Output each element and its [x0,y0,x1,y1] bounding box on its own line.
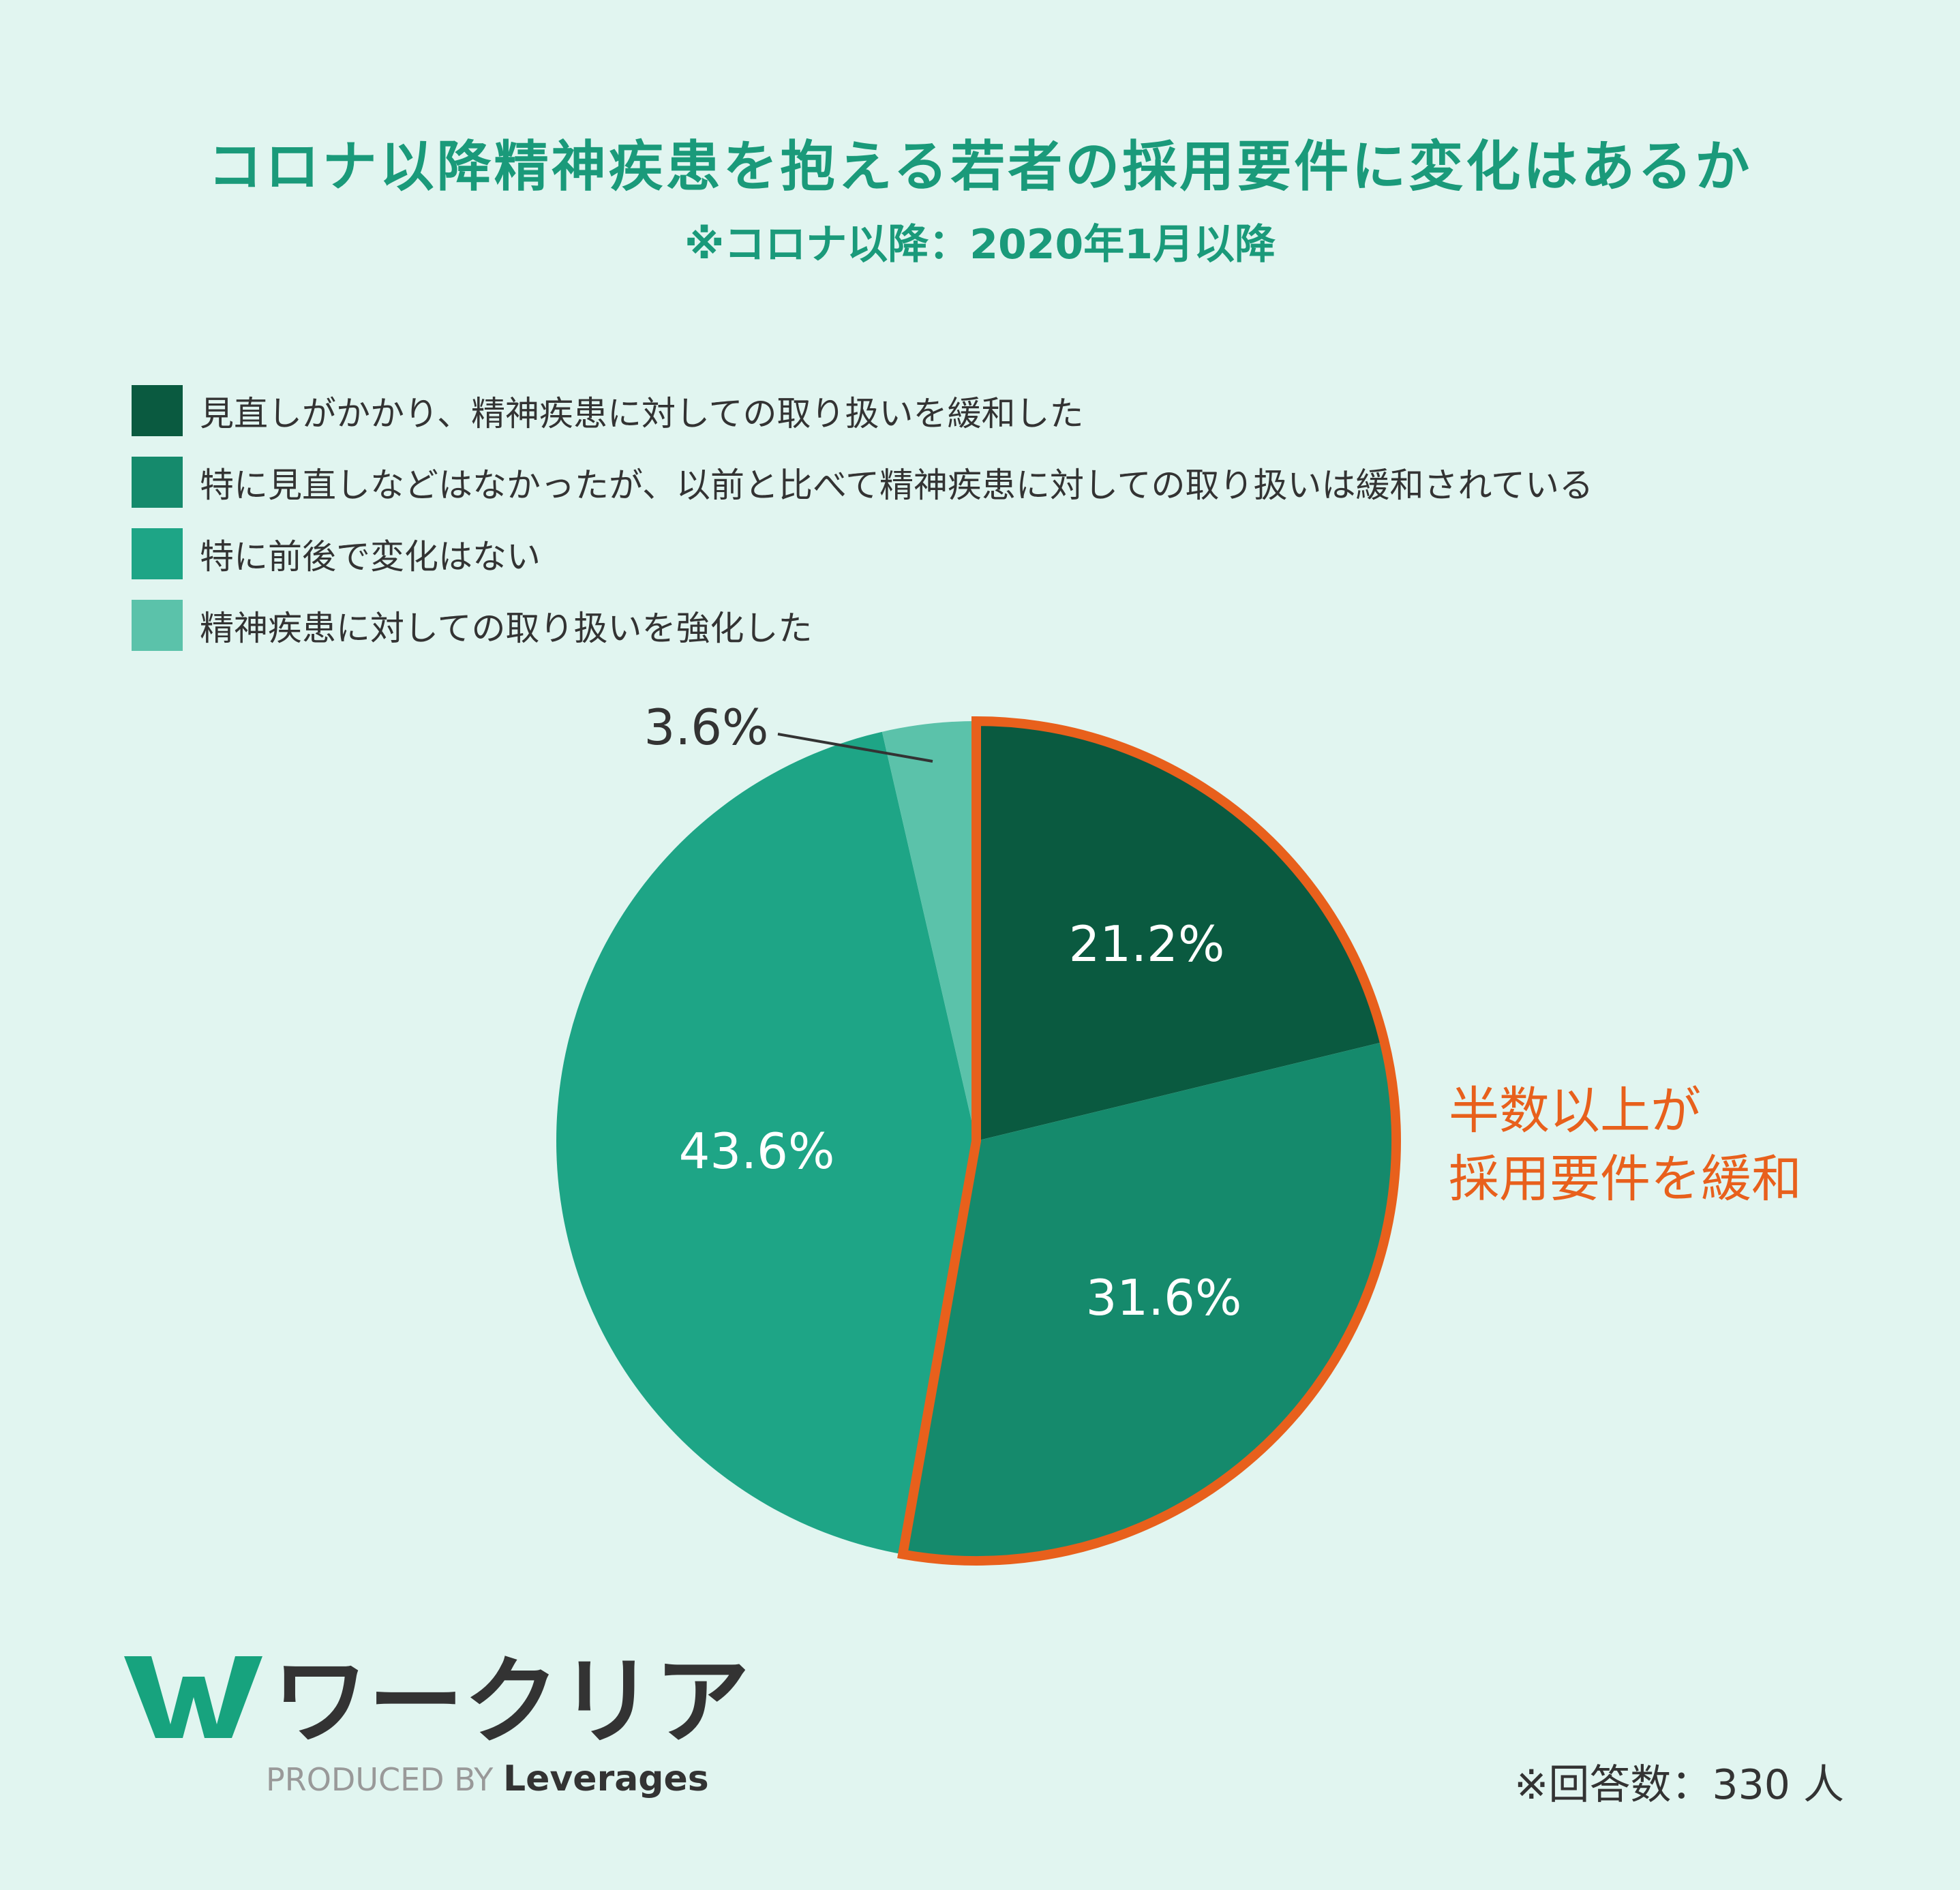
legend-label: 精神疾患に対しての取り扱いを強化した [200,608,813,648]
highlight-outline [897,716,1402,1566]
legend-item: 見直しがかかり、精神疾患に対しての取り扱いを緩和した [132,375,1593,446]
legend-swatch [132,457,183,508]
pie-slice [556,731,976,1555]
slice-label: 3.6% [644,699,769,756]
chart-subtitle: ※コロナ以降：2020年1月以降 [684,221,1276,269]
legend-label: 特に前後で変化はない [200,536,541,577]
pie-slice [976,721,1385,1141]
slice-label: 43.6% [679,1123,835,1180]
pie-slice [903,1041,1396,1561]
produced-by: PRODUCED BY Leverages [266,1758,709,1799]
legend-item: 特に前後で変化はない [132,518,1593,590]
slice-label: 21.2% [1069,915,1225,973]
logo-text: ワークリア [273,1647,750,1758]
legend-swatch [132,528,183,579]
legend-label: 見直しがかかり、精神疾患に対しての取り扱いを緩和した [200,393,1084,433]
respondent-count: ※回答数：330 人 [1514,1761,1844,1809]
produced-by-label: PRODUCED BY [266,1761,494,1798]
pie-slice [881,721,976,1141]
legend-swatch [132,600,183,651]
logo-mark-icon [124,1656,262,1738]
annotation-line-2: 採用要件を緩和 [1449,1150,1802,1208]
legend: 見直しがかかり、精神疾患に対しての取り扱いを緩和した 特に見直しなどはなかったが… [132,375,1593,661]
legend-swatch [132,385,183,436]
legend-item: 精神疾患に対しての取り扱いを強化した [132,590,1593,661]
legend-label: 特に見直しなどはなかったが、以前と比べて精神疾患に対しての取り扱いは緩和されてい… [200,465,1593,505]
legend-item: 特に見直しなどはなかったが、以前と比べて精神疾患に対しての取り扱いは緩和されてい… [132,446,1593,518]
leader-line [777,733,933,763]
chart-title: コロナ以降精神疾患を抱える若者の採用要件に変化はあるか [207,135,1753,198]
annotation-line-1: 半数以上が [1449,1082,1701,1140]
slice-label: 31.6% [1086,1269,1242,1326]
brand-name: Leverages [503,1758,709,1799]
